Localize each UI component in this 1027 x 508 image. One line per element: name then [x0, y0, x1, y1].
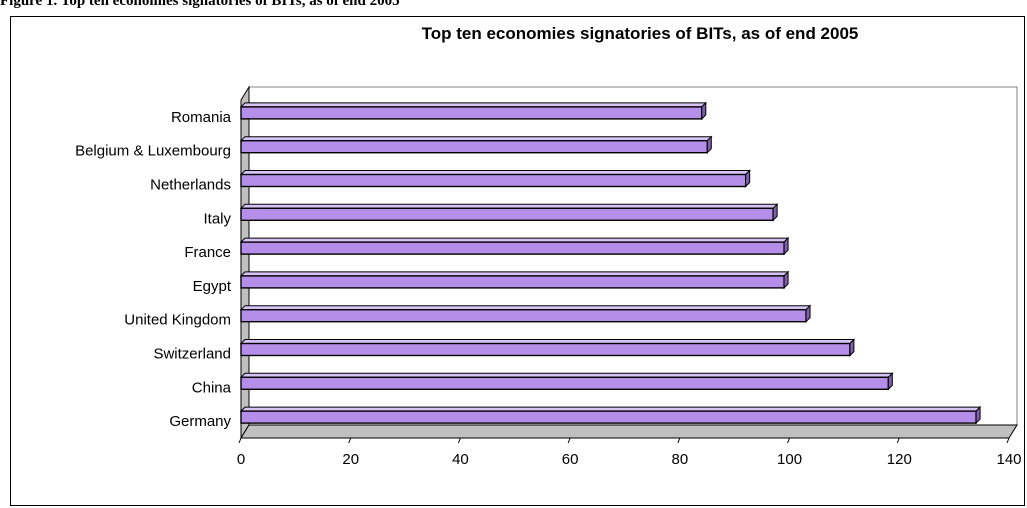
bar-china — [239, 372, 894, 391]
x-tick-label: 80 — [672, 451, 689, 468]
category-label: Germany — [169, 413, 231, 430]
x-tick — [348, 437, 352, 444]
bar-switzerland — [239, 338, 856, 357]
floor — [240, 424, 1018, 439]
figure-caption: Figure 1. Top ten economies signatories … — [0, 0, 400, 9]
x-tick — [1006, 437, 1010, 444]
bar-end-face — [783, 236, 789, 256]
bar-front-face — [240, 309, 807, 323]
bar-front-face — [240, 241, 785, 255]
category-label: Switzerland — [153, 346, 231, 363]
bar-united-kingdom — [239, 304, 812, 323]
x-tick-label: 60 — [562, 451, 579, 468]
bar-belgium-luxembourg — [239, 135, 713, 154]
category-label: Egypt — [193, 278, 232, 295]
bar-end-face — [745, 169, 751, 188]
category-label: Romania — [171, 109, 232, 126]
category-label: Netherlands — [150, 177, 231, 194]
bar-end-face — [783, 270, 789, 290]
bar-italy — [239, 203, 779, 222]
bars — [239, 101, 982, 425]
bar-egypt — [239, 270, 790, 290]
bar-end-face — [772, 203, 778, 222]
chart-title: Top ten economies signatories of BITs, a… — [422, 24, 859, 43]
bar-france — [239, 236, 790, 256]
category-label: Italy — [203, 210, 231, 227]
bar-end-face — [849, 338, 855, 357]
x-tick — [567, 437, 571, 444]
x-tick-label: 40 — [452, 451, 469, 468]
x-tick — [677, 437, 681, 444]
x-tick-label: 20 — [342, 451, 359, 468]
x-tick-label: 140 — [996, 451, 1021, 468]
x-tick — [787, 437, 791, 444]
category-labels: Romania Belgium & Luxembourg Netherlands It… — [75, 109, 232, 430]
bar-end-face — [975, 405, 981, 425]
bar-front-face — [240, 139, 708, 154]
bar-end-face — [805, 304, 811, 323]
bar-front-face — [240, 207, 774, 222]
category-label: Belgium & Luxembourg — [75, 143, 231, 160]
x-tick-label: 0 — [237, 451, 245, 468]
bar-front-face — [240, 376, 890, 390]
x-tick — [238, 437, 242, 444]
category-label: France — [184, 244, 231, 261]
bar-germany — [239, 405, 982, 425]
bar-front-face — [240, 342, 851, 357]
bar-front-face — [240, 106, 703, 120]
bar-netherlands — [239, 169, 751, 188]
x-tick — [457, 437, 461, 444]
bar-end-face — [701, 101, 707, 121]
category-label: China — [192, 379, 232, 396]
bar-front-face — [240, 275, 785, 289]
bar-romania — [239, 101, 708, 121]
bar-front-face — [240, 173, 747, 188]
category-label: United Kingdom — [124, 312, 231, 329]
bar-end-face — [706, 135, 712, 154]
x-tick-label: 100 — [777, 451, 802, 468]
x-tick — [896, 437, 900, 444]
x-tick-label: 120 — [887, 451, 912, 468]
bar-end-face — [887, 372, 893, 391]
bar-front-face — [240, 410, 977, 424]
x-axis: 0 20 40 60 80 100 120 140 — [237, 437, 1022, 468]
